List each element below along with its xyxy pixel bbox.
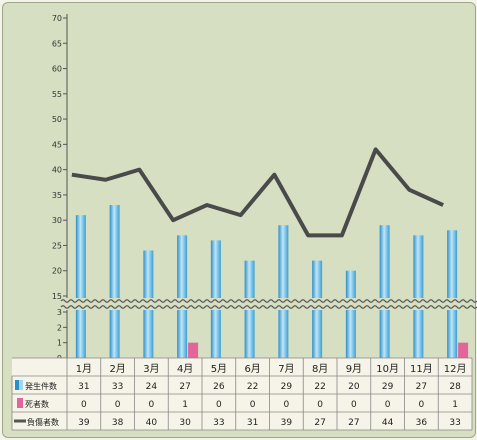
data-cell: 0 bbox=[250, 400, 256, 410]
month-label: 3月 bbox=[143, 363, 159, 375]
data-cell: 44 bbox=[382, 418, 394, 428]
data-cell: 24 bbox=[146, 382, 158, 392]
month-label: 9月 bbox=[346, 363, 362, 375]
death-legend-swatch bbox=[17, 398, 23, 408]
count-legend-swatch bbox=[19, 380, 23, 390]
data-cell: 26 bbox=[213, 382, 225, 392]
count-bar bbox=[379, 225, 390, 358]
count-row-label: 発生件数 bbox=[25, 381, 57, 391]
axis-break-line bbox=[60, 299, 477, 303]
month-label: 4月 bbox=[177, 363, 193, 375]
data-cell: 31 bbox=[78, 382, 89, 392]
month-label: 1月 bbox=[76, 363, 92, 375]
data-cell: 36 bbox=[416, 418, 428, 428]
data-cell: 27 bbox=[179, 382, 190, 392]
data-cell: 27 bbox=[314, 418, 325, 428]
data-cell: 0 bbox=[351, 400, 357, 410]
data-cell: 29 bbox=[281, 382, 293, 392]
data-cell: 31 bbox=[247, 418, 258, 428]
data-cell: 38 bbox=[112, 418, 124, 428]
month-label: 6月 bbox=[244, 363, 260, 375]
y-tick-label: 1 bbox=[57, 339, 62, 348]
y-tick-label: 3 bbox=[57, 308, 62, 317]
data-cell: 30 bbox=[179, 418, 191, 428]
data-cell: 0 bbox=[317, 400, 323, 410]
count-bar bbox=[447, 230, 458, 358]
data-cell: 39 bbox=[78, 418, 90, 428]
count-bar bbox=[109, 205, 120, 358]
data-cell: 28 bbox=[449, 382, 461, 392]
y-tick-label: 20 bbox=[52, 267, 62, 276]
count-bar bbox=[278, 225, 289, 358]
data-cell: 0 bbox=[216, 400, 222, 410]
month-label: 12月 bbox=[444, 363, 467, 375]
data-cell: 27 bbox=[416, 382, 427, 392]
y-tick-label: 2 bbox=[57, 323, 62, 332]
data-cell: 0 bbox=[81, 400, 87, 410]
month-label: 2月 bbox=[109, 363, 125, 375]
count-bar bbox=[177, 235, 188, 358]
y-tick-label: 70 bbox=[52, 14, 62, 23]
data-cell: 27 bbox=[348, 418, 359, 428]
injury-line bbox=[71, 147, 444, 238]
month-label: 8月 bbox=[312, 363, 328, 375]
data-cell: 0 bbox=[385, 400, 391, 410]
y-tick-label: 15 bbox=[52, 292, 62, 301]
count-bar bbox=[413, 235, 424, 358]
data-cell: 33 bbox=[112, 382, 123, 392]
data-cell: 0 bbox=[149, 400, 155, 410]
data-cell: 0 bbox=[115, 400, 121, 410]
data-cell: 39 bbox=[281, 418, 293, 428]
y-tick-label: 65 bbox=[52, 39, 62, 48]
axis-break-line bbox=[60, 305, 477, 309]
y-tick-label: 40 bbox=[52, 166, 62, 175]
data-cell: 0 bbox=[419, 400, 425, 410]
y-tick-label: 60 bbox=[52, 65, 62, 74]
data-cell: 0 bbox=[284, 400, 290, 410]
data-cell: 22 bbox=[247, 382, 258, 392]
count-bar bbox=[345, 270, 356, 358]
data-cell: 40 bbox=[146, 418, 158, 428]
month-label: 10月 bbox=[376, 363, 399, 375]
data-cell: 33 bbox=[213, 418, 224, 428]
y-tick-label: 35 bbox=[52, 191, 62, 200]
death-bar bbox=[458, 342, 469, 358]
month-label: 7月 bbox=[278, 363, 294, 375]
data-cell: 33 bbox=[449, 418, 460, 428]
count-legend-swatch bbox=[15, 380, 19, 390]
data-cell: 1 bbox=[452, 400, 458, 410]
data-cell: 22 bbox=[314, 382, 325, 392]
data-cell: 29 bbox=[382, 382, 394, 392]
data-cell: 1 bbox=[182, 400, 188, 410]
y-tick-label: 30 bbox=[52, 216, 62, 225]
injury-row-label: 負傷者数 bbox=[27, 417, 59, 427]
death-row-label: 死者数 bbox=[25, 399, 49, 409]
y-tick-label: 55 bbox=[52, 90, 62, 99]
y-tick-label: 25 bbox=[52, 241, 62, 250]
data-cell: 20 bbox=[348, 382, 360, 392]
month-label: 11月 bbox=[410, 363, 433, 375]
death-bar bbox=[188, 342, 199, 358]
y-tick-label: 50 bbox=[52, 115, 62, 124]
count-bar bbox=[75, 215, 86, 358]
month-label: 5月 bbox=[211, 363, 227, 375]
y-tick-label: 45 bbox=[52, 140, 62, 149]
